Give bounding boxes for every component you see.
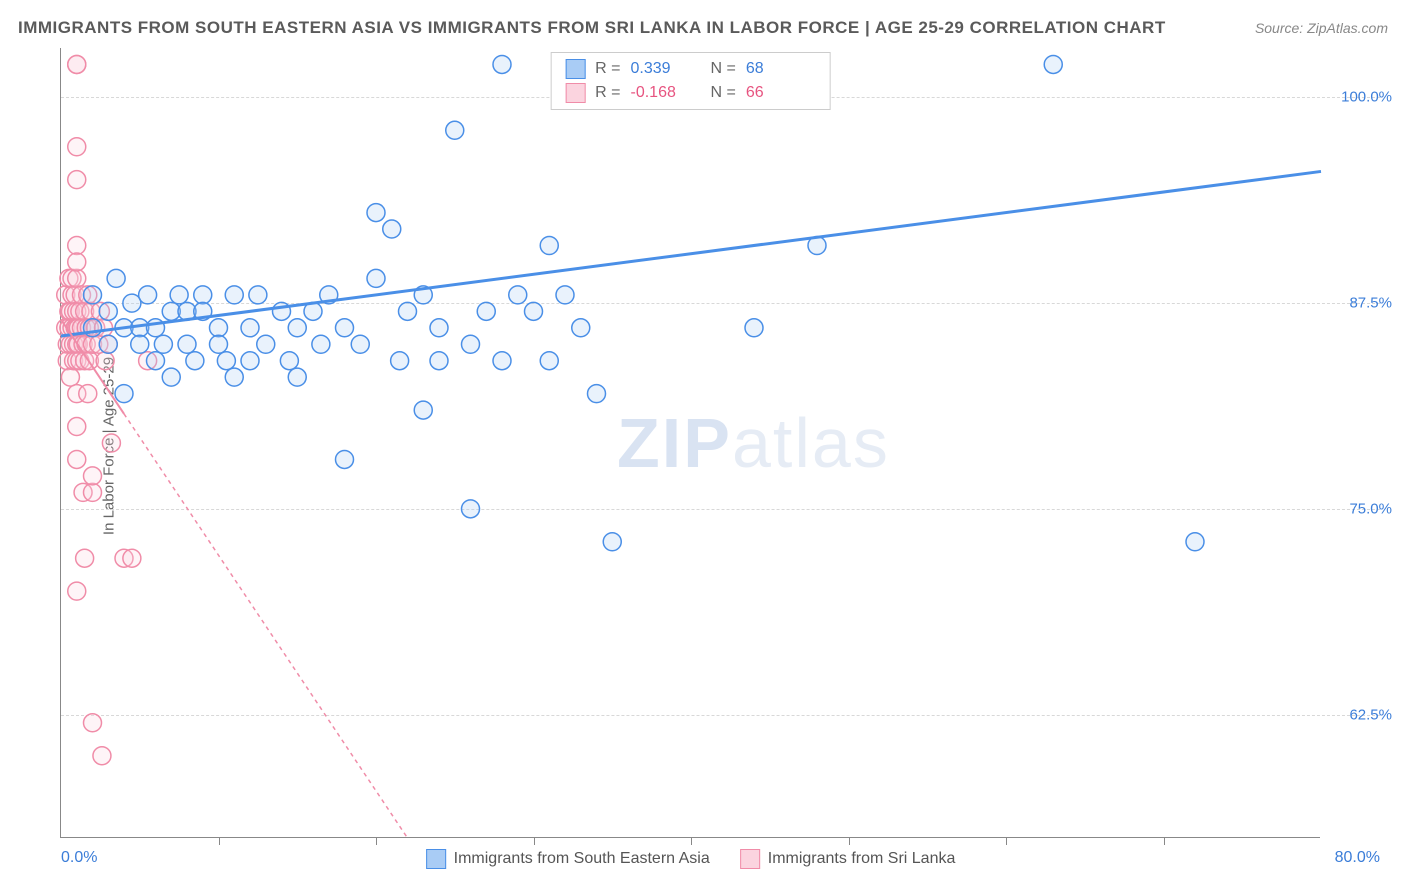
source-attribution: Source: ZipAtlas.com <box>1255 20 1388 36</box>
chart-plot-area: ZIPatlas R = 0.339 N = 68 R = -0.168 N =… <box>60 48 1320 838</box>
x-axis-min-label: 0.0% <box>61 849 97 867</box>
y-tick-label: 100.0% <box>1341 89 1392 106</box>
page-title: IMMIGRANTS FROM SOUTH EASTERN ASIA VS IM… <box>18 18 1166 38</box>
legend-row-sea: R = 0.339 N = 68 <box>565 57 816 81</box>
legend-item-srilanka: Immigrants from Sri Lanka <box>740 849 956 869</box>
chart-svg <box>61 48 1320 837</box>
swatch-sea <box>565 59 585 79</box>
y-tick-label: 62.5% <box>1349 706 1392 723</box>
series-legend: Immigrants from South Eastern Asia Immig… <box>426 849 956 869</box>
swatch-srilanka <box>565 83 585 103</box>
swatch-sea-icon <box>426 849 446 869</box>
y-tick-label: 75.0% <box>1349 500 1392 517</box>
legend-row-srilanka: R = -0.168 N = 66 <box>565 81 816 105</box>
legend-item-sea: Immigrants from South Eastern Asia <box>426 849 710 869</box>
correlation-legend: R = 0.339 N = 68 R = -0.168 N = 66 <box>550 52 831 110</box>
swatch-srilanka-icon <box>740 849 760 869</box>
x-axis-max-label: 80.0% <box>1335 849 1380 867</box>
y-tick-label: 87.5% <box>1349 295 1392 312</box>
